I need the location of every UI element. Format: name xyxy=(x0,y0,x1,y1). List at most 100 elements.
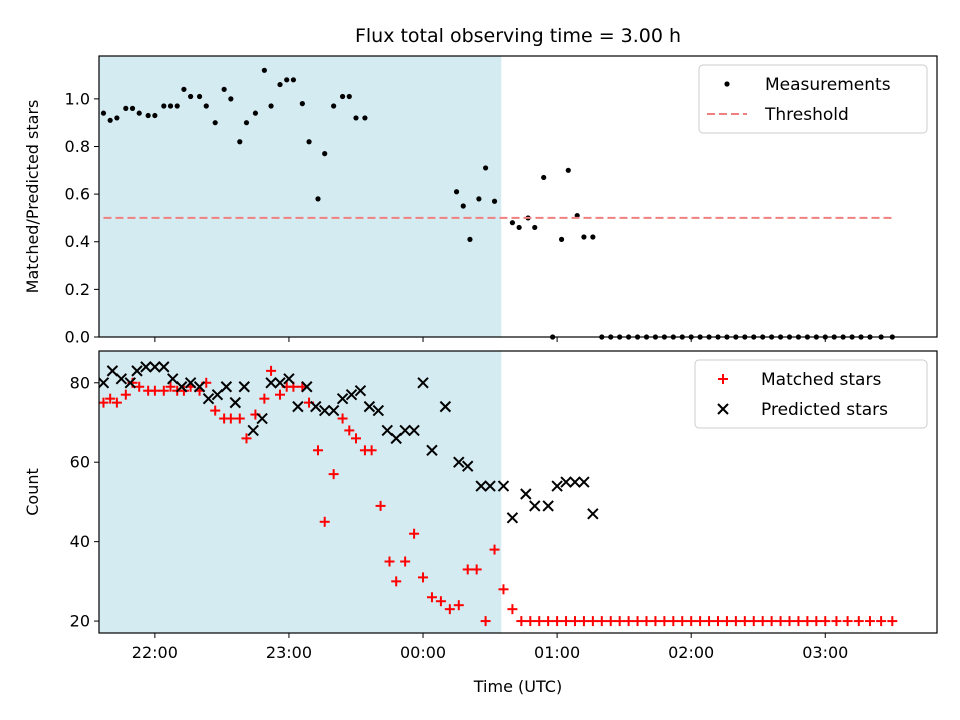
data-point xyxy=(107,117,113,123)
data-point xyxy=(256,412,268,425)
data-point xyxy=(336,392,349,405)
x-b xyxy=(372,404,385,417)
data-point xyxy=(409,528,420,539)
data-point xyxy=(587,616,598,627)
data-point xyxy=(366,445,377,456)
data-point xyxy=(560,476,572,488)
data-point xyxy=(312,445,323,456)
data-point xyxy=(811,616,822,627)
y-tick-label: 1.0 xyxy=(65,89,90,108)
data-point xyxy=(453,189,460,195)
data-point xyxy=(337,413,348,424)
data-point xyxy=(730,616,741,627)
data-point xyxy=(391,576,402,587)
data-point xyxy=(266,365,277,376)
data-point xyxy=(542,500,554,512)
data-point xyxy=(831,616,842,627)
y-tick-label: 80 xyxy=(70,373,90,392)
data-point xyxy=(516,224,522,231)
data-point xyxy=(516,616,527,627)
plot-frame xyxy=(98,55,938,338)
data-point xyxy=(739,616,750,627)
x-b xyxy=(475,480,487,492)
data-point xyxy=(426,592,437,603)
x-b xyxy=(529,500,541,512)
data-point xyxy=(188,93,194,100)
data-point xyxy=(229,396,242,409)
x-b xyxy=(310,400,322,413)
x-b xyxy=(399,424,411,437)
legend-label: Predicted stars xyxy=(761,400,888,420)
series-matched-stars xyxy=(99,365,898,627)
y-tick-label: 40 xyxy=(70,532,90,551)
data-point xyxy=(196,93,203,100)
data-point xyxy=(471,564,482,575)
x-b xyxy=(274,377,286,389)
data-point xyxy=(417,377,429,389)
data-point xyxy=(587,508,599,520)
x-b xyxy=(363,400,376,413)
data-point xyxy=(426,444,438,457)
x-b xyxy=(587,508,599,520)
data-point xyxy=(252,110,259,116)
data-point xyxy=(345,388,358,401)
data-point xyxy=(353,115,359,121)
data-point xyxy=(346,93,352,100)
data-point xyxy=(259,393,270,404)
data-point xyxy=(462,460,474,472)
data-point xyxy=(149,385,160,396)
data-point xyxy=(134,381,145,392)
data-point xyxy=(704,616,715,627)
x-b xyxy=(292,400,304,413)
data-point xyxy=(318,404,331,417)
x-b xyxy=(336,392,349,405)
data-point xyxy=(105,393,116,404)
data-point xyxy=(491,198,498,204)
data-point xyxy=(238,381,250,393)
data-point xyxy=(310,400,322,413)
data-point xyxy=(482,165,489,171)
data-point xyxy=(354,385,367,397)
data-point xyxy=(842,616,853,627)
data-point xyxy=(212,120,218,126)
data-point xyxy=(558,236,565,242)
data-point xyxy=(520,488,532,500)
data-point xyxy=(210,405,221,416)
data-point xyxy=(476,196,482,202)
data-point xyxy=(115,373,128,385)
x-b xyxy=(158,361,170,373)
y-tick-label: 0.6 xyxy=(65,185,90,204)
data-point xyxy=(578,616,589,627)
data-point xyxy=(408,424,420,437)
data-point xyxy=(211,388,224,401)
x-b xyxy=(140,361,152,373)
data-point xyxy=(328,469,339,480)
x-b xyxy=(220,381,233,393)
data-point xyxy=(686,616,697,627)
x-b xyxy=(283,373,295,385)
x-b xyxy=(193,381,206,393)
data-point xyxy=(167,103,174,109)
legend-marker xyxy=(717,403,729,415)
data-point xyxy=(462,564,473,575)
legend-label: Measurements xyxy=(765,75,891,95)
data-point xyxy=(802,616,813,627)
data-point xyxy=(632,616,643,627)
data-point xyxy=(713,616,724,627)
data-point xyxy=(299,101,305,107)
data-point xyxy=(399,424,411,437)
data-point xyxy=(721,616,732,627)
x-b xyxy=(354,385,367,397)
x-b xyxy=(229,396,242,409)
data-point xyxy=(123,105,129,111)
data-point xyxy=(120,389,131,400)
series-measurements xyxy=(100,67,895,340)
x-b xyxy=(301,381,313,393)
plot-frame xyxy=(98,350,938,634)
data-point xyxy=(650,616,661,627)
data-point xyxy=(381,424,393,437)
data-point xyxy=(444,604,455,615)
data-point xyxy=(435,596,446,607)
data-point xyxy=(507,604,518,615)
data-point xyxy=(480,616,491,627)
